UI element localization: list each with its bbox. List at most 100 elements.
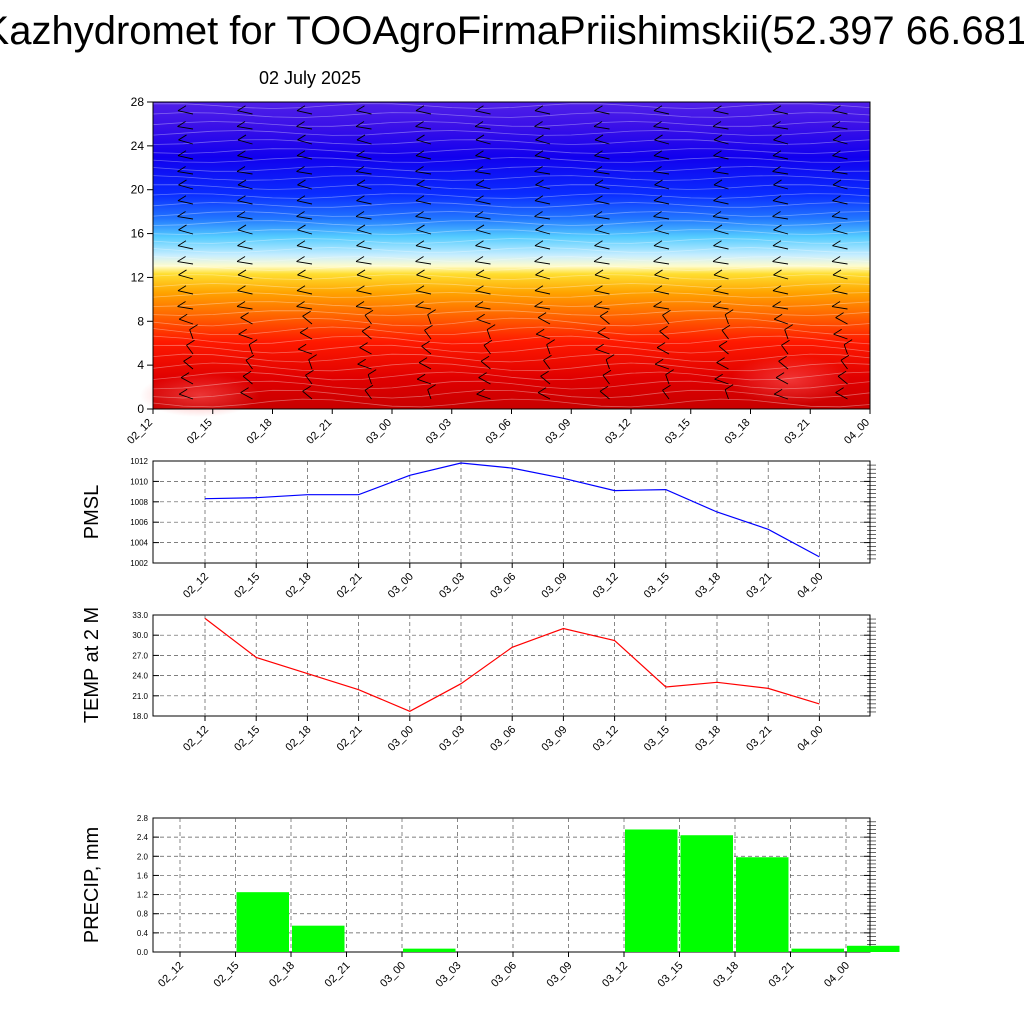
wind-barb-staff xyxy=(594,155,610,160)
y-tick-label: 2.0 xyxy=(137,852,149,861)
wind-barb-staff xyxy=(356,139,372,145)
isotherm-line xyxy=(152,121,871,127)
wind-barb-staff xyxy=(654,363,670,370)
wind-barb-flag xyxy=(772,240,782,247)
wind-barb-flag xyxy=(248,339,258,345)
wind-barb-flag xyxy=(534,256,543,262)
wind-barb-flag xyxy=(475,224,485,231)
wind-barb-staff xyxy=(594,139,610,145)
wind-barb-staff xyxy=(534,306,551,310)
wind-barb-staff xyxy=(415,290,432,295)
wind-barb-staff xyxy=(772,216,789,220)
isotherm-line xyxy=(152,130,871,136)
wind-barb-staff xyxy=(296,110,313,115)
x-tick-label: 02_18 xyxy=(283,571,313,601)
wind-barb-flag xyxy=(296,105,306,112)
wind-barb-staff xyxy=(653,261,670,265)
wind-barb-flag xyxy=(475,285,484,292)
wind-barb-flag xyxy=(594,150,603,157)
wind-barb-flag xyxy=(535,224,544,231)
isotherm-line xyxy=(152,229,871,235)
wind-barb-staff xyxy=(713,110,729,115)
wind-barb-staff xyxy=(237,290,253,295)
wind-barb-staff xyxy=(418,362,432,370)
wind-barb-flag xyxy=(773,388,783,395)
wind-barb-staff xyxy=(712,306,729,310)
isotherm-line xyxy=(152,380,871,390)
wind-barb-flag xyxy=(237,134,247,141)
wind-barb-flag xyxy=(418,357,428,363)
wind-barb-flag xyxy=(238,328,247,335)
isotherm-line xyxy=(152,193,871,199)
wind-barb-flag xyxy=(602,369,612,376)
wind-barb-staff xyxy=(654,229,670,235)
wind-barb-staff xyxy=(537,392,551,400)
wind-barb-flag xyxy=(297,224,306,231)
wind-barb-flag xyxy=(654,134,663,141)
wind-barb-staff xyxy=(772,261,789,265)
wind-barb-flag xyxy=(475,179,485,186)
wind-barb-flag xyxy=(177,150,187,157)
wind-barb-flag xyxy=(656,342,666,348)
wind-barb-flag xyxy=(415,121,424,127)
wind-barb-staff xyxy=(773,393,789,400)
temp-axis-label: TEMP at 2 M xyxy=(81,607,103,723)
wind-barb-staff xyxy=(593,171,610,175)
wind-barb-flag xyxy=(356,269,366,276)
wind-barb-staff xyxy=(238,333,253,340)
isotherm-line xyxy=(152,371,871,381)
x-tick-label: 02_15 xyxy=(185,417,215,447)
wind-barb-flag xyxy=(773,179,782,186)
wind-barb-staff xyxy=(724,389,729,400)
wind-barb-flag xyxy=(659,325,668,332)
wind-barb-flag xyxy=(831,166,841,172)
wind-barb-staff xyxy=(474,171,491,175)
wind-barb-staff xyxy=(653,155,670,160)
wind-barb-staff xyxy=(535,139,551,145)
wind-barb-staff xyxy=(832,274,848,280)
x-tick-label: 03_15 xyxy=(656,960,686,990)
y-tick-label: 24 xyxy=(131,139,145,153)
wind-barb-staff xyxy=(535,333,551,340)
wind-barb-flag xyxy=(296,150,306,157)
wind-barb-flag xyxy=(593,301,603,307)
wind-barb-staff xyxy=(835,317,848,325)
wind-barb-flag xyxy=(713,150,722,157)
wind-barb-flag xyxy=(415,150,425,157)
wind-barb-flag xyxy=(833,328,842,335)
wind-barb-staff xyxy=(475,229,491,235)
wind-barb-staff xyxy=(476,393,491,400)
y-tick-label: 2.4 xyxy=(137,833,149,842)
wind-barb-flag xyxy=(832,285,841,292)
y-tick-label: 1.2 xyxy=(137,891,149,900)
wind-barb-flag xyxy=(835,312,844,318)
y-tick-label: 1002 xyxy=(130,559,148,568)
wind-barb-staff xyxy=(367,374,372,385)
wind-barb-flag xyxy=(605,354,615,360)
wind-barb-staff xyxy=(775,377,789,385)
y-tick-label: 28 xyxy=(131,95,145,109)
wind-barb-flag xyxy=(415,256,424,262)
wind-barb-flag xyxy=(364,309,374,316)
wind-barb-staff xyxy=(831,216,848,220)
wind-barb-flag xyxy=(178,179,187,186)
wind-barb-flag xyxy=(415,240,425,247)
wind-barb-staff xyxy=(237,200,253,205)
wind-barb-staff xyxy=(772,245,789,250)
wind-barb-flag xyxy=(296,121,305,127)
wind-barb-flag xyxy=(177,166,186,172)
wind-barb-flag xyxy=(237,269,247,276)
x-tick-label: 03_18 xyxy=(711,960,741,990)
isotherm-line xyxy=(152,184,871,190)
wind-barb-staff xyxy=(297,274,313,280)
x-tick-label: 03_21 xyxy=(767,960,797,990)
wind-barb-flag xyxy=(237,179,247,186)
wind-barb-flag xyxy=(416,134,425,141)
y-tick-label: 2.8 xyxy=(137,814,149,823)
wind-barb-flag xyxy=(242,370,252,377)
chart-title: Kazhydromet for TOOAgroFirmaPriishimskii… xyxy=(0,9,1024,53)
wind-barb-staff xyxy=(177,110,194,115)
wind-barb-flag xyxy=(772,285,782,292)
y-tick-label: 1.6 xyxy=(137,871,149,880)
wind-barb-staff xyxy=(716,362,729,370)
